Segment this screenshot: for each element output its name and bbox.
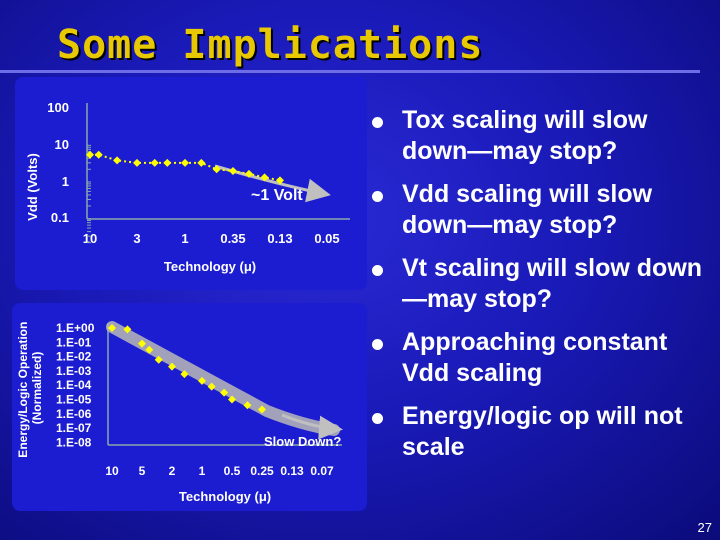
energy-y-tick-label: 1.E-02 <box>56 350 92 364</box>
bullet-dot-icon <box>372 413 383 424</box>
vdd-x-tick-label: 0.35 <box>220 231 245 246</box>
page-number: 27 <box>697 520 712 535</box>
energy-data-point <box>154 355 163 364</box>
bullet-item: Approaching constant Vdd scaling <box>372 327 712 389</box>
energy-x-tick-label: 0.5 <box>224 464 241 478</box>
vdd-y-tick-label: 10 <box>55 137 69 152</box>
bullet-text: Tox scaling will slow down—may stop? <box>402 106 648 165</box>
bullet-item: Energy/logic op will not scale <box>372 401 712 463</box>
energy-chart-panel: Energy/Logic Operation (Normalized) 1.E+… <box>12 303 367 511</box>
vdd-data-point <box>113 156 122 165</box>
energy-y-tick-label: 1.E-01 <box>56 335 92 349</box>
energy-data-point <box>228 395 236 404</box>
vdd-data-point <box>212 165 221 174</box>
vdd-x-tick-label: 0.13 <box>267 231 292 246</box>
energy-x-axis-label: Technology (μ) <box>179 489 271 504</box>
bullet-item: Vdd scaling will slow down—may stop? <box>372 179 712 241</box>
vdd-y-tick-label: 0.1 <box>51 210 69 225</box>
vdd-x-tick-label: 3 <box>133 231 140 246</box>
energy-trend-band <box>106 321 340 436</box>
energy-data-point <box>207 382 216 391</box>
bullet-dot-icon <box>372 339 383 350</box>
vdd-data-point <box>181 158 189 167</box>
vdd-x-tick-label: 0.05 <box>314 231 339 246</box>
bullet-item: Vt scaling will slow down—may stop? <box>372 253 712 315</box>
bullet-dot-icon <box>372 191 383 202</box>
energy-x-tick-label: 10 <box>105 464 119 478</box>
bullet-dot-icon <box>372 265 383 276</box>
energy-y-axis-label: Energy/Logic Operation (Normalized) <box>16 318 44 457</box>
energy-data-point <box>138 339 146 348</box>
energy-chart: Energy/Logic Operation (Normalized) 1.E+… <box>16 318 343 504</box>
bullet-text: Vdd scaling will slow down—may stop? <box>402 180 653 239</box>
energy-x-tick-label: 1 <box>199 464 206 478</box>
bullet-text: Energy/logic op will not scale <box>402 402 683 461</box>
energy-x-tick-label: 2 <box>169 464 176 478</box>
energy-data-point <box>108 324 116 332</box>
vdd-x-axis-label: Technology (μ) <box>164 259 256 274</box>
vdd-data-point <box>86 150 94 159</box>
bullet-text: Approaching constant Vdd scaling <box>402 328 668 387</box>
energy-trend-arrow <box>281 413 343 440</box>
bullet-text: Vt scaling will slow down—may stop? <box>402 254 703 313</box>
vdd-y-axis-label: Vdd (Volts) <box>25 153 40 221</box>
vdd-chart: Vdd (Volts) 100 10 1 0.1 10 3 1 0.35 0.13 0.05 ~… <box>25 100 350 274</box>
vdd-data-point <box>94 150 103 159</box>
vdd-data-point <box>197 158 206 167</box>
vdd-annotation: ~1 Volt <box>251 187 303 204</box>
vdd-data-point <box>150 158 159 167</box>
energy-data-point <box>198 376 206 385</box>
title-underline <box>0 70 700 73</box>
vdd-data-point <box>244 169 253 178</box>
energy-x-tick-label: 0.25 <box>250 464 274 478</box>
energy-y-tick-label: 1.E-04 <box>56 378 92 392</box>
energy-y-tick-label: 1.E-05 <box>56 393 92 407</box>
vdd-x-tick-label: 10 <box>83 231 97 246</box>
energy-data-point <box>258 405 266 414</box>
energy-data-point <box>243 401 252 410</box>
vdd-y-tick-label: 100 <box>47 100 69 115</box>
energy-y-tick-label: 1.E-08 <box>56 435 92 449</box>
energy-y-axis-label-line2: (Normalized) <box>30 352 44 425</box>
energy-annotation: Slow Down? <box>264 434 341 449</box>
energy-data-point <box>145 345 154 354</box>
energy-y-tick-label: 1.E+00 <box>56 321 95 335</box>
vdd-chart-panel: Vdd (Volts) 100 10 1 0.1 10 3 1 0.35 0.13 0.05 ~… <box>15 77 367 290</box>
vdd-data-point <box>276 176 284 185</box>
energy-y-tick-label: 1.E-03 <box>56 364 92 378</box>
vdd-data-point <box>229 166 237 175</box>
energy-data-point <box>220 388 229 397</box>
bullet-item: Tox scaling will slow down—may stop? <box>372 105 712 167</box>
vdd-data-point <box>260 173 269 182</box>
energy-y-tick-label: 1.E-07 <box>56 421 92 435</box>
slide-title: Some Implications <box>57 22 484 68</box>
vdd-data-point <box>133 158 141 167</box>
energy-x-tick-label: 0.13 <box>280 464 304 478</box>
energy-x-tick-label: 5 <box>139 464 146 478</box>
bullet-dot-icon <box>372 117 383 128</box>
energy-data-point <box>168 362 176 371</box>
energy-data-point <box>123 325 132 334</box>
energy-y-axis-label-line1: Energy/Logic Operation <box>16 322 30 458</box>
vdd-data-point <box>163 158 172 167</box>
energy-x-tick-label: 0.07 <box>310 464 334 478</box>
energy-y-tick-label: 1.E-06 <box>56 407 92 421</box>
energy-data-point <box>180 370 189 379</box>
bullet-list: Tox scaling will slow down—may stop? Vdd… <box>372 105 712 463</box>
vdd-x-tick-label: 1 <box>181 231 188 246</box>
vdd-y-tick-label: 1 <box>62 174 69 189</box>
